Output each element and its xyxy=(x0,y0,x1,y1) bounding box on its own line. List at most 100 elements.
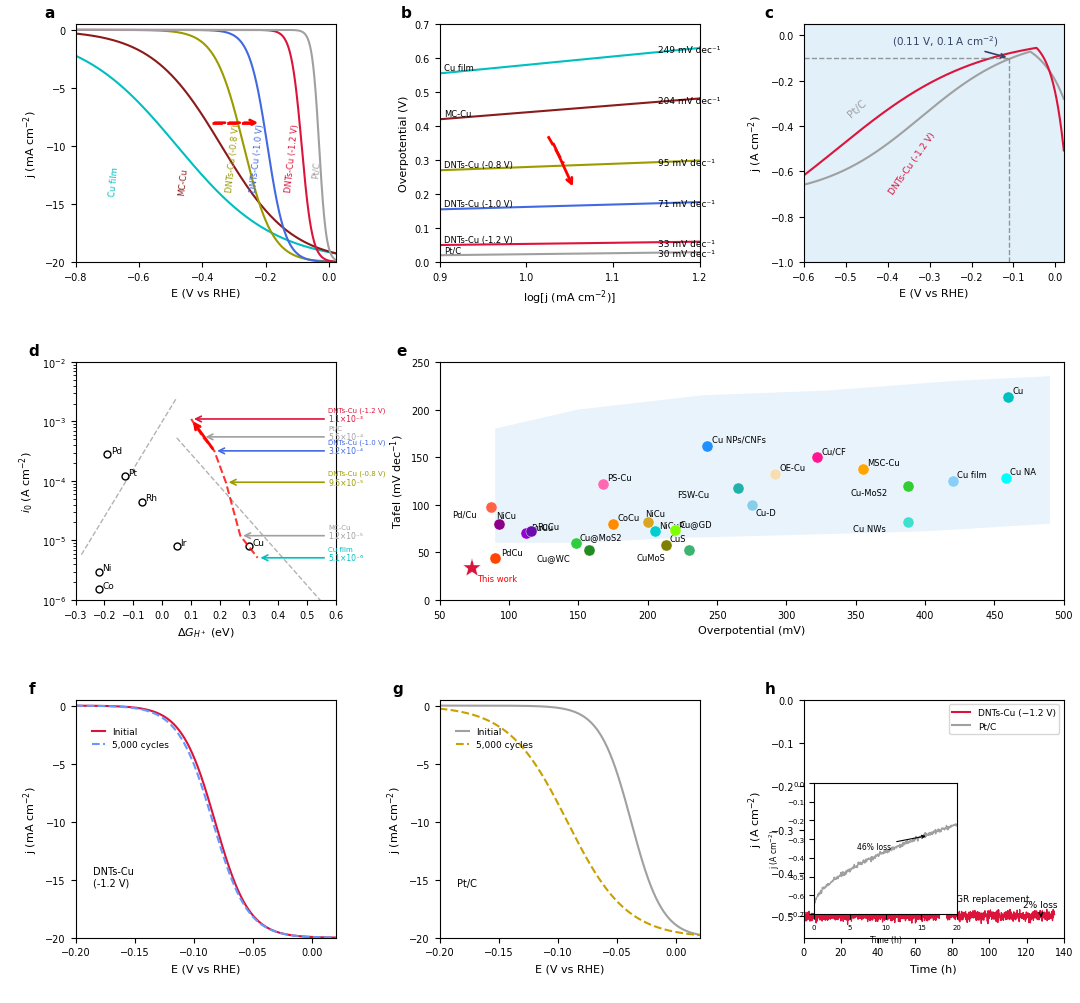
X-axis label: log[j (mA cm$^{-2}$)]: log[j (mA cm$^{-2}$)] xyxy=(524,288,616,307)
Y-axis label: Tafel (mV dec$^{-1}$): Tafel (mV dec$^{-1}$) xyxy=(388,434,406,529)
X-axis label: Overpotential (mV): Overpotential (mV) xyxy=(698,626,806,636)
Text: Pt/C: Pt/C xyxy=(328,425,342,431)
5,000 cycles xyxy=(232,891,245,903)
Y-axis label: j (A cm$^{-2}$): j (A cm$^{-2}$) xyxy=(746,790,765,848)
Text: FSW-Cu: FSW-Cu xyxy=(677,490,708,499)
Line: Initial: Initial xyxy=(76,706,336,938)
X-axis label: E (V vs RHE): E (V vs RHE) xyxy=(171,963,241,973)
Text: OE-Cu: OE-Cu xyxy=(780,464,806,473)
Text: 95 mV dec⁻¹: 95 mV dec⁻¹ xyxy=(658,158,715,168)
5,000 cycles xyxy=(464,708,477,720)
Text: CuS: CuS xyxy=(670,535,687,544)
Initial xyxy=(597,733,610,745)
Initial xyxy=(232,887,245,899)
Text: Cu NA: Cu NA xyxy=(1010,467,1036,476)
Text: Cu/CF: Cu/CF xyxy=(821,447,846,456)
Text: DNTs-Cu (-1.2 V): DNTs-Cu (-1.2 V) xyxy=(888,131,937,197)
X-axis label: E (V vs RHE): E (V vs RHE) xyxy=(899,288,969,298)
Text: DNTs-Cu (-1.0 V): DNTs-Cu (-1.0 V) xyxy=(444,201,513,209)
Text: 1.1×10⁻³: 1.1×10⁻³ xyxy=(328,415,364,424)
Text: Pd: Pd xyxy=(111,446,122,455)
Text: Cu: Cu xyxy=(253,539,265,548)
X-axis label: $\Delta G_{H^+}$ (eV): $\Delta G_{H^+}$ (eV) xyxy=(177,626,234,639)
Text: Rh: Rh xyxy=(146,493,158,503)
Text: DNTs-Cu (-1.2 V): DNTs-Cu (-1.2 V) xyxy=(328,407,386,414)
Text: Cu film: Cu film xyxy=(444,64,474,73)
5,000 cycles xyxy=(172,728,185,740)
5,000 cycles xyxy=(518,744,531,756)
Text: DNTs-Cu (-0.8 V): DNTs-Cu (-0.8 V) xyxy=(225,123,241,194)
Initial xyxy=(257,919,270,931)
Text: Co: Co xyxy=(103,582,113,591)
Y-axis label: j (mA cm$^{-2}$): j (mA cm$^{-2}$) xyxy=(386,785,404,853)
Text: NiCu: NiCu xyxy=(497,512,516,521)
Text: Cu NPs/CNFs: Cu NPs/CNFs xyxy=(712,435,766,444)
Text: 3.2×10⁻⁴: 3.2×10⁻⁴ xyxy=(328,447,364,456)
Text: DNTs-Cu (-1.0 V): DNTs-Cu (-1.0 V) xyxy=(328,439,386,445)
Text: h: h xyxy=(765,681,775,696)
Text: Cu-D: Cu-D xyxy=(756,509,777,518)
Text: RuCu: RuCu xyxy=(537,522,558,531)
Initial xyxy=(518,700,531,712)
5,000 cycles xyxy=(69,700,82,712)
Text: Cu NWs: Cu NWs xyxy=(853,525,886,534)
Text: 1.2×10⁻⁵: 1.2×10⁻⁵ xyxy=(328,532,364,541)
5,000 cycles xyxy=(329,932,342,944)
Text: Cu@WC: Cu@WC xyxy=(537,554,570,563)
Text: g: g xyxy=(393,681,404,696)
Text: f: f xyxy=(29,681,36,696)
X-axis label: E (V vs RHE): E (V vs RHE) xyxy=(171,288,241,298)
Y-axis label: Overpotential (V): Overpotential (V) xyxy=(399,95,409,192)
Initial xyxy=(464,700,477,712)
Text: PdCu: PdCu xyxy=(501,549,523,558)
5,000 cycles xyxy=(257,920,270,932)
Text: This work: This work xyxy=(477,575,517,584)
Initial xyxy=(100,700,113,712)
Legend: Initial, 5,000 cycles: Initial, 5,000 cycles xyxy=(453,723,537,753)
Initial xyxy=(536,701,549,713)
Text: MC-Cu: MC-Cu xyxy=(177,168,189,196)
5,000 cycles xyxy=(258,921,271,933)
X-axis label: Time (h): Time (h) xyxy=(910,963,957,973)
Text: Pt/C: Pt/C xyxy=(444,246,461,255)
Text: DNTs-Cu
(-1.2 V): DNTs-Cu (-1.2 V) xyxy=(93,866,134,888)
Text: 9.5×10⁻⁵: 9.5×10⁻⁵ xyxy=(328,478,364,487)
Text: Ir: Ir xyxy=(180,539,187,548)
Text: 5.5×10⁻⁴: 5.5×10⁻⁴ xyxy=(328,433,364,442)
Text: Pt/C: Pt/C xyxy=(458,878,477,888)
Text: DNTs-Cu (-0.8 V): DNTs-Cu (-0.8 V) xyxy=(328,470,386,477)
Line: Initial: Initial xyxy=(440,706,700,935)
Polygon shape xyxy=(495,377,1050,544)
Text: MSC-Cu: MSC-Cu xyxy=(867,458,900,467)
5,000 cycles xyxy=(433,703,446,715)
Text: Pd/Cu: Pd/Cu xyxy=(453,510,476,519)
Text: DNTs-Cu (-1.0 V): DNTs-Cu (-1.0 V) xyxy=(248,123,265,193)
Text: d: d xyxy=(29,343,40,358)
Legend: DNTs-Cu (−1.2 V), Pt/C: DNTs-Cu (−1.2 V), Pt/C xyxy=(949,705,1059,734)
Text: CoCu: CoCu xyxy=(617,514,639,523)
Initial xyxy=(693,929,706,941)
Initial xyxy=(329,932,342,944)
Y-axis label: $i_0$ (A cm$^{-2}$): $i_0$ (A cm$^{-2}$) xyxy=(18,450,36,513)
Text: NiCu: NiCu xyxy=(645,510,665,519)
Line: 5,000 cycles: 5,000 cycles xyxy=(76,706,336,938)
Initial xyxy=(258,920,271,932)
Text: 30 mV dec⁻¹: 30 mV dec⁻¹ xyxy=(658,250,715,259)
Text: Cu-MoS2: Cu-MoS2 xyxy=(850,488,888,497)
Text: 249 mV dec⁻¹: 249 mV dec⁻¹ xyxy=(658,46,720,55)
Text: Ni: Ni xyxy=(103,564,111,573)
Text: Cu film: Cu film xyxy=(957,470,987,479)
Legend: Initial, 5,000 cycles: Initial, 5,000 cycles xyxy=(87,723,173,753)
Initial xyxy=(153,708,166,720)
Text: MC-Cu: MC-Cu xyxy=(328,525,351,531)
Text: (0.11 V, 0.1 A cm$^{-2}$): (0.11 V, 0.1 A cm$^{-2}$) xyxy=(892,34,1004,59)
Text: Pt/C: Pt/C xyxy=(846,98,868,120)
Initial xyxy=(69,700,82,712)
Initial xyxy=(622,806,635,818)
Text: DNTs-Cu (-0.8 V): DNTs-Cu (-0.8 V) xyxy=(444,161,513,171)
Text: Cu film: Cu film xyxy=(108,166,120,197)
Initial xyxy=(172,724,185,736)
Text: c: c xyxy=(765,6,773,21)
Text: 204 mV dec⁻¹: 204 mV dec⁻¹ xyxy=(658,96,720,105)
Text: Pt/C: Pt/C xyxy=(310,161,321,179)
